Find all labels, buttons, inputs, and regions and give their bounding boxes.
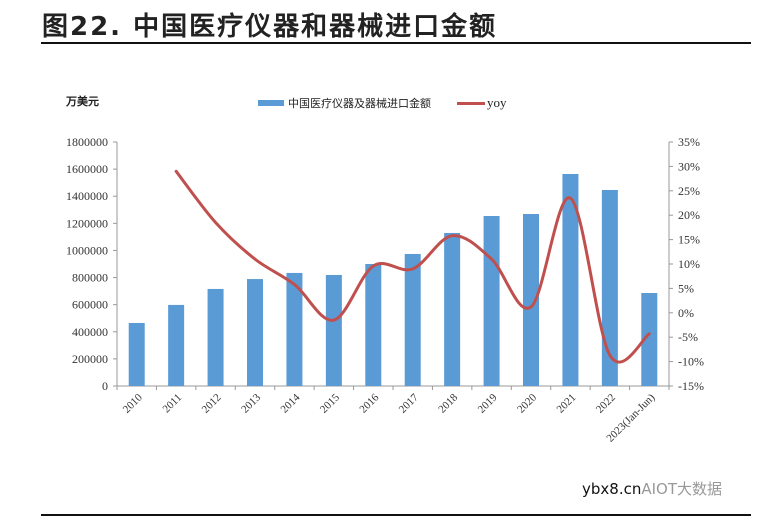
bar xyxy=(601,189,618,386)
x-tick-label: 2010 xyxy=(121,391,145,415)
bar xyxy=(207,288,224,386)
bar xyxy=(523,213,539,386)
y-tick-label-left: 0 xyxy=(102,379,108,393)
y-tick-label-right: 5% xyxy=(678,281,694,295)
legend-bar-swatch xyxy=(258,100,284,106)
y-tick-label-left: 800000 xyxy=(72,271,108,285)
watermark-prefix: ybx8.cn xyxy=(582,480,642,498)
x-tick-label: 2018 xyxy=(436,391,460,415)
y-tick-label-right: -5% xyxy=(678,330,698,344)
y-tick-label-right: 0% xyxy=(678,306,694,320)
legend-line-swatch xyxy=(457,101,485,105)
bar xyxy=(247,279,263,386)
bar xyxy=(641,293,658,386)
x-tick-label: 2013 xyxy=(239,391,263,415)
bar xyxy=(562,173,579,386)
bar xyxy=(325,274,342,386)
x-tick-label: 2015 xyxy=(318,391,342,415)
x-tick-label: 2011 xyxy=(161,392,185,416)
legend-bar-label: 中国医疗仪器及器械进口金额 xyxy=(288,97,431,110)
bar xyxy=(365,264,382,386)
y-tick-label-right: -10% xyxy=(678,355,704,369)
y-tick-label-right: 20% xyxy=(678,208,700,222)
y-axis-unit-label: 万美元 xyxy=(66,95,99,108)
y-tick-label-left: 1600000 xyxy=(66,162,108,176)
x-tick-label: 2017 xyxy=(397,391,421,415)
y-tick-label-left: 1400000 xyxy=(66,189,108,203)
y-tick-label-left: 1000000 xyxy=(66,243,108,257)
x-tick-label: 2016 xyxy=(357,391,381,415)
y-tick-label-left: 400000 xyxy=(72,325,108,339)
y-tick-label-right: -15% xyxy=(678,379,704,393)
watermark-suffix: AIOT大数据 xyxy=(641,480,722,498)
y-tick-label-right: 15% xyxy=(678,233,700,247)
title-divider xyxy=(41,42,751,44)
legend-line-label: yoy xyxy=(487,95,507,110)
bar xyxy=(444,232,461,386)
y-tick-label-left: 1200000 xyxy=(66,216,108,230)
bar xyxy=(483,216,500,386)
x-tick-label: 2022 xyxy=(594,392,618,416)
bar xyxy=(404,253,421,386)
x-tick-label: 2019 xyxy=(476,391,500,415)
chart-title: 图22. 中国医疗仪器和器械进口金额 xyxy=(42,12,498,42)
x-tick-label: 2021 xyxy=(555,392,579,416)
bar xyxy=(168,304,185,386)
y-tick-label-right: 25% xyxy=(678,184,700,198)
y-tick-label-left: 1800000 xyxy=(66,135,108,149)
bar xyxy=(286,272,303,386)
bar xyxy=(128,322,145,386)
x-tick-label: 2012 xyxy=(200,392,224,416)
watermark: ybx8.cnAIOT大数据 xyxy=(582,478,722,499)
y-tick-label-right: 35% xyxy=(678,135,700,149)
y-tick-label-left: 600000 xyxy=(72,298,108,312)
y-tick-label-right: 10% xyxy=(678,257,700,271)
bottom-divider xyxy=(41,514,751,516)
x-tick-label: 2014 xyxy=(279,391,303,415)
yoy-line xyxy=(174,169,651,364)
x-tick-label: 2020 xyxy=(515,391,539,415)
legend: 中国医疗仪器及器械进口金额 yoy xyxy=(258,95,507,111)
y-tick-label-right: 30% xyxy=(678,159,700,173)
y-tick-label-left: 200000 xyxy=(72,352,108,366)
